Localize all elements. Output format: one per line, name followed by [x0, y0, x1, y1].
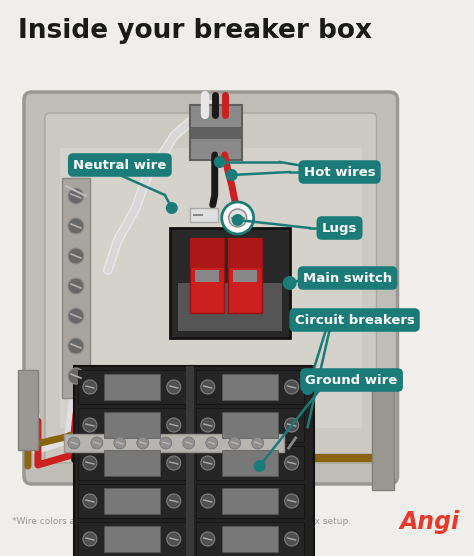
- Text: Ground wire: Ground wire: [305, 374, 398, 386]
- Circle shape: [167, 418, 181, 432]
- Circle shape: [285, 380, 299, 394]
- Bar: [196, 408, 304, 442]
- Circle shape: [232, 214, 244, 226]
- Circle shape: [283, 276, 297, 290]
- Circle shape: [222, 202, 254, 234]
- Bar: [190, 127, 242, 139]
- Circle shape: [201, 456, 215, 470]
- Circle shape: [68, 368, 84, 384]
- Bar: [104, 488, 160, 514]
- Bar: [222, 526, 278, 552]
- Bar: [104, 412, 160, 438]
- Bar: [196, 370, 304, 404]
- Bar: [190, 238, 224, 313]
- Bar: [222, 488, 278, 514]
- Circle shape: [68, 437, 80, 449]
- Bar: [195, 270, 219, 282]
- Bar: [228, 238, 262, 268]
- Circle shape: [160, 437, 172, 449]
- Bar: [78, 408, 186, 442]
- Circle shape: [214, 156, 226, 168]
- Circle shape: [285, 456, 299, 470]
- Bar: [196, 484, 304, 518]
- Bar: [62, 178, 90, 398]
- FancyBboxPatch shape: [24, 92, 398, 484]
- Bar: [190, 208, 218, 222]
- Bar: [78, 446, 186, 480]
- Bar: [60, 148, 362, 428]
- Circle shape: [83, 494, 97, 508]
- Bar: [78, 522, 186, 556]
- Circle shape: [206, 437, 218, 449]
- Circle shape: [83, 418, 97, 432]
- Circle shape: [201, 494, 215, 508]
- Bar: [190, 238, 224, 268]
- Circle shape: [68, 278, 84, 294]
- Circle shape: [201, 418, 215, 432]
- Bar: [64, 434, 283, 452]
- Circle shape: [301, 383, 314, 395]
- Circle shape: [226, 169, 237, 181]
- Circle shape: [68, 248, 84, 264]
- Circle shape: [167, 456, 181, 470]
- Text: Hot wires: Hot wires: [304, 166, 375, 178]
- Circle shape: [252, 437, 264, 449]
- Bar: [104, 450, 160, 476]
- Bar: [178, 283, 282, 331]
- Circle shape: [183, 437, 195, 449]
- Bar: [233, 270, 257, 282]
- Circle shape: [83, 380, 97, 394]
- Circle shape: [229, 437, 241, 449]
- Circle shape: [83, 532, 97, 546]
- Bar: [18, 370, 38, 450]
- Bar: [74, 366, 314, 556]
- Circle shape: [229, 209, 246, 227]
- Circle shape: [167, 494, 181, 508]
- Circle shape: [68, 308, 84, 324]
- Text: Neutral wire: Neutral wire: [73, 158, 166, 171]
- Bar: [78, 370, 186, 404]
- Circle shape: [137, 437, 149, 449]
- Bar: [372, 390, 393, 490]
- Bar: [222, 450, 278, 476]
- Circle shape: [201, 380, 215, 394]
- Circle shape: [68, 188, 84, 204]
- Bar: [228, 238, 262, 313]
- Circle shape: [114, 437, 126, 449]
- Bar: [196, 522, 304, 556]
- Bar: [222, 412, 278, 438]
- Circle shape: [68, 338, 84, 354]
- Text: Inside your breaker box: Inside your breaker box: [18, 18, 372, 44]
- Circle shape: [68, 218, 84, 234]
- Circle shape: [91, 437, 103, 449]
- Text: Circuit breakers: Circuit breakers: [295, 314, 414, 326]
- Circle shape: [166, 202, 178, 214]
- Circle shape: [285, 494, 299, 508]
- Bar: [78, 484, 186, 518]
- Circle shape: [167, 532, 181, 546]
- Bar: [222, 374, 278, 400]
- Circle shape: [285, 418, 299, 432]
- Text: Main switch: Main switch: [303, 271, 392, 285]
- Circle shape: [83, 456, 97, 470]
- Bar: [190, 105, 242, 160]
- Bar: [186, 366, 194, 556]
- Circle shape: [285, 532, 299, 546]
- Bar: [104, 374, 160, 400]
- Circle shape: [167, 380, 181, 394]
- Bar: [196, 446, 304, 480]
- Circle shape: [254, 460, 265, 472]
- Circle shape: [283, 277, 296, 289]
- Bar: [170, 228, 290, 338]
- FancyBboxPatch shape: [45, 113, 376, 463]
- Text: Lugs: Lugs: [322, 221, 357, 235]
- Bar: [104, 526, 160, 552]
- Text: Angi: Angi: [399, 510, 459, 534]
- Circle shape: [201, 532, 215, 546]
- Text: *Wire colors and part locations vary depending on your breaker box setup.: *Wire colors and part locations vary dep…: [12, 517, 351, 526]
